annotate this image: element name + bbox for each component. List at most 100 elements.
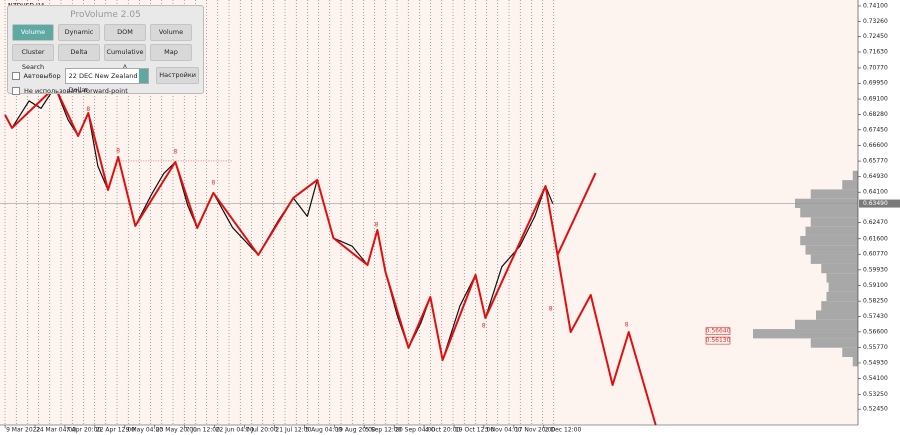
instrument-dropdown[interactable]: 22 DEC New Zealand Dollar [64,67,150,94]
x-tick-label: 19 Oct 12:00 [455,427,494,434]
forecast-down [556,254,657,426]
wave-label: 8 [549,306,553,313]
y-tick-label: 0.65770 [863,158,888,165]
y-tick-label: 0.60770 [863,251,888,258]
x-tick-label: 3 Nov 04:00 [485,427,522,434]
tool-button[interactable]: Dynamic POC [58,24,100,51]
x-tick-label: 7 Jul 20:00 [246,427,278,434]
volume-bar [810,189,858,199]
volume-bar [852,357,858,367]
price-axis [858,0,900,435]
checkbox[interactable] [12,87,20,95]
x-tick-label: 17 Nov 20:00 [515,427,556,434]
tool-button[interactable]: Volume [150,24,192,41]
y-tick-label: 0.73260 [863,18,888,25]
wave-label: 8 [173,148,177,155]
volume-bar [842,347,858,358]
x-tick-label: 7 Jun 12:00 [186,427,220,434]
x-tick-label: 19 Aug 20:00 [335,427,376,434]
wave-label: 8 [86,106,90,113]
volume-bar [821,263,858,274]
y-tick-label: 0.74100 [863,2,888,9]
volume-bar [826,273,858,283]
current-price-box [859,199,900,208]
x-tick-label: 2 Dec 12:00 [545,427,582,434]
x-tick-label: 7 Apr 20:00 [66,427,101,434]
level-box-label: 0.56640 [706,328,731,335]
checkbox[interactable] [12,71,20,80]
y-tick-label: 0.54100 [863,375,888,382]
volume-bar [826,291,858,302]
wave-label: 8 [375,221,379,228]
y-tick-label: 0.56600 [863,328,888,335]
y-tick-label: 0.64100 [863,189,888,196]
wave-label: 8 [482,322,486,329]
y-tick-label: 0.57430 [863,313,888,320]
settings-button[interactable]: Настройки [156,67,199,84]
y-tick-label: 0.69950 [863,80,888,87]
volume-bar [821,301,858,311]
y-tick-label: 0.53250 [863,391,888,398]
x-tick-label: 9 May 04:00 [126,427,164,434]
level-box [705,327,731,335]
y-tick-label: 0.59930 [863,266,888,273]
x-tick-label: 23 May 20:00 [156,427,197,434]
y-tick-label: 0.61600 [863,235,888,242]
button-grid: Volume ProfileDynamic POCDOMVolume Cluste… [8,24,203,71]
y-tick-label: 0.69100 [863,96,888,103]
tool-button[interactable]: Map [150,44,192,61]
volume-bar [800,235,858,246]
current-price-label: 0.63490 [863,200,888,207]
forward-label: Не использовать forward-point [24,87,128,95]
x-tick-label: 20 Sep 04:00 [395,427,435,434]
tool-button[interactable]: Cluster Search [12,44,54,71]
x-tick-label: 9 Mar 2022 [6,427,40,434]
volume-bar [828,282,858,292]
y-tick-label: 0.59100 [863,282,888,289]
auto-label: Автовыбор [23,71,61,80]
volume-bar [810,254,858,264]
y-tick-label: 0.68280 [863,111,888,118]
y-tick-label: 0.62470 [863,219,888,226]
panel-title: ProVolume 2.05 [70,10,141,20]
y-tick-label: 0.54930 [863,359,888,366]
volume-bar [805,226,858,236]
wave-label: 8 [625,321,629,328]
volume-bar [795,319,858,330]
tool-button[interactable]: DOM [104,24,146,41]
volume-bar [753,329,858,339]
volume-bar [816,310,858,320]
volume-bar [852,170,858,181]
level-box [705,336,731,345]
x-tick-label: 5 Sep 12:00 [365,427,401,434]
y-tick-label: 0.66600 [863,142,888,149]
level-box-label: 0.56130 [706,337,731,344]
x-tick-label: 5 Aug 04:00 [305,427,342,434]
volume-bar [842,180,858,190]
tool-button[interactable]: Volume Profile [12,24,54,51]
x-tick-label: 24 Mar 04:00 [36,427,76,434]
volume-bar [800,208,858,218]
tool-button[interactable]: Cumulative Δ [104,44,146,71]
x-tick-label: 22 Jun 04:00 [216,427,254,434]
x-tick-label: 21 Jul 12:00 [275,427,311,434]
y-tick-label: 0.58250 [863,298,888,305]
wave-label: 8 [211,180,215,187]
wave-label: 8 [116,148,120,155]
instrument: 22 DEC New Zealand Dollar [68,71,138,94]
y-tick-label: 0.71630 [863,48,888,55]
tool-button[interactable]: Delta [58,44,100,61]
forecast-up [556,172,597,256]
y-tick-label: 0.72450 [863,33,888,40]
provolume-panel: ProVolume 2.05 Volume ProfileDynamic POC… [7,5,204,95]
y-tick-label: 0.67450 [863,126,888,133]
y-tick-label: 0.52450 [863,406,888,413]
volume-bar [810,217,858,227]
x-tick-label: 22 Apr 12:00 [96,427,135,434]
y-tick-label: 0.55770 [863,344,888,351]
x-tick-label: 4 Oct 20:00 [425,427,460,434]
volume-bar [805,245,858,255]
volume-bar [810,338,858,348]
